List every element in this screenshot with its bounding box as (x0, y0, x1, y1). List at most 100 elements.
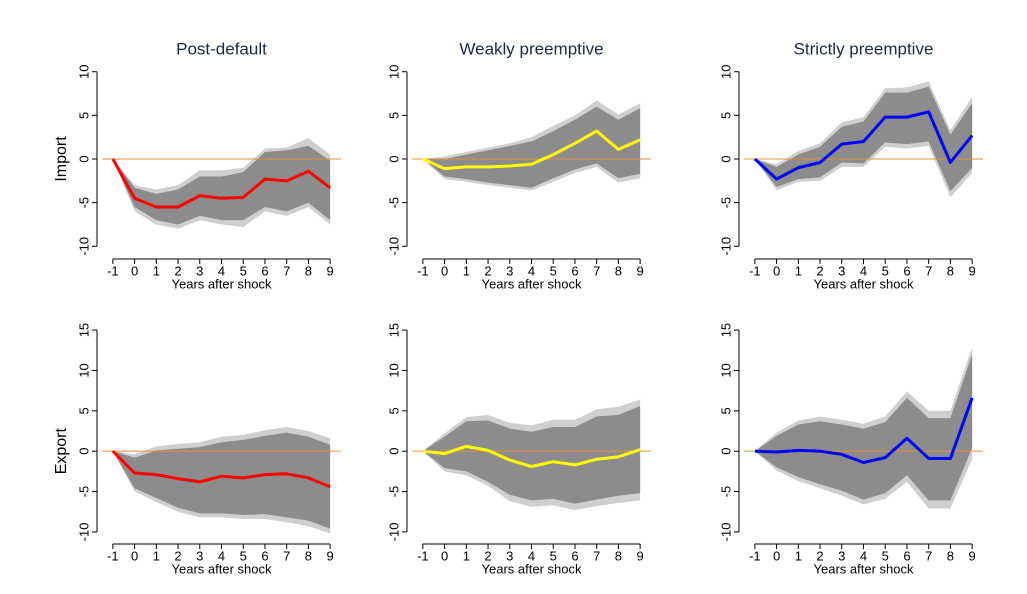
x-tick-label: 5 (550, 548, 557, 563)
x-tick-label: 5 (882, 263, 889, 278)
x-tick-label: 9 (637, 263, 644, 278)
x-tick-label: 6 (261, 548, 268, 563)
y-tick-label: 0 (386, 155, 401, 162)
y-tick-label: -10 (76, 237, 91, 256)
x-tick-label: 4 (860, 548, 867, 563)
x-tick-label: -1 (417, 263, 429, 278)
x-tick-label: 5 (240, 263, 247, 278)
y-tick-label: 10 (718, 64, 733, 78)
y-tick-label: 0 (718, 155, 733, 162)
y-tick-label: 5 (386, 407, 401, 414)
x-tick-label: 7 (925, 263, 932, 278)
x-tick-label: 1 (795, 548, 802, 563)
x-tick-label: 3 (838, 263, 845, 278)
x-tick-label: 5 (882, 548, 889, 563)
line-series (754, 397, 974, 464)
y-tick-label: 15 (718, 323, 733, 337)
x-tick-label: 7 (593, 263, 600, 278)
x-tick-label: -1 (107, 263, 119, 278)
line-series (422, 444, 641, 469)
x-tick-label: 9 (327, 548, 334, 563)
x-tick-label: 6 (571, 548, 578, 563)
x-tick-label: -1 (417, 548, 429, 563)
x-axis-label: Years after shock (482, 561, 582, 576)
x-tick-label: 3 (196, 263, 203, 278)
line-series (111, 450, 331, 489)
x-axis-label: Years after shock (814, 561, 914, 576)
x-tick-label: 4 (860, 263, 867, 278)
x-tick-label: 3 (838, 548, 845, 563)
y-tick-label: 0 (76, 155, 91, 162)
y-tick-label: -10 (76, 523, 91, 542)
x-tick-label: 6 (571, 263, 578, 278)
y-tick-label: -10 (718, 237, 733, 256)
y-tick-label: -5 (718, 197, 733, 209)
confidence-band (422, 405, 641, 504)
y-tick-label: 10 (386, 363, 401, 377)
x-tick-label: 8 (305, 548, 312, 563)
y-tick-label: 15 (76, 323, 91, 337)
x-tick-label: 2 (816, 548, 823, 563)
x-tick-label: 3 (506, 548, 513, 563)
x-tick-label: 2 (816, 263, 823, 278)
y-tick-label: 5 (76, 407, 91, 414)
x-tick-label: 5 (550, 263, 557, 278)
x-tick-label: 0 (131, 548, 138, 563)
y-tick-label: 10 (718, 363, 733, 377)
confidence-band (422, 106, 641, 188)
y-tick-label: -5 (386, 486, 401, 498)
x-tick-label: 6 (903, 548, 910, 563)
y-axis-label: Export (53, 428, 70, 475)
confidence-band (754, 354, 973, 501)
x-tick-label: 2 (174, 263, 181, 278)
y-tick-label: 0 (718, 448, 733, 455)
x-tick-label: 4 (528, 263, 535, 278)
x-axis-label: Years after shock (482, 276, 582, 291)
x-tick-label: 4 (218, 548, 225, 563)
x-tick-label: 0 (441, 548, 448, 563)
x-tick-label: 1 (463, 263, 470, 278)
y-tick-label: 0 (386, 448, 401, 455)
x-tick-label: 4 (528, 548, 535, 563)
panel-title: Weakly preemptive (459, 39, 603, 58)
y-tick-label: 5 (386, 112, 401, 119)
x-tick-label: 8 (305, 263, 312, 278)
x-axis-label: Years after shock (814, 276, 914, 291)
x-tick-label: -1 (107, 548, 119, 563)
x-tick-label: 3 (506, 263, 513, 278)
x-axis-label: Years after shock (172, 276, 272, 291)
x-tick-label: 2 (484, 263, 491, 278)
confidence-band (112, 145, 331, 225)
x-tick-label: 9 (327, 263, 334, 278)
x-tick-label: 0 (131, 263, 138, 278)
x-tick-label: 1 (795, 263, 802, 278)
y-tick-label: 15 (386, 323, 401, 337)
y-tick-label: -10 (386, 237, 401, 256)
line-series (753, 110, 974, 181)
x-tick-label: 1 (153, 548, 160, 563)
x-tick-label: 7 (283, 548, 290, 563)
x-tick-label: 7 (925, 548, 932, 563)
x-tick-label: 7 (283, 263, 290, 278)
x-tick-label: 8 (615, 548, 622, 563)
panel-title: Post-default (176, 39, 267, 58)
x-tick-label: 2 (174, 548, 181, 563)
y-tick-label: 0 (76, 448, 91, 455)
x-tick-label: 7 (593, 548, 600, 563)
x-tick-label: 9 (637, 548, 644, 563)
y-tick-label: 10 (76, 363, 91, 377)
x-axis-label: Years after shock (172, 561, 272, 576)
x-tick-label: 1 (153, 263, 160, 278)
x-tick-label: 6 (903, 263, 910, 278)
y-tick-label: 10 (76, 64, 91, 78)
x-tick-label: 8 (615, 263, 622, 278)
y-tick-label: 5 (718, 112, 733, 119)
y-tick-label: -5 (718, 486, 733, 498)
x-tick-label: 3 (196, 548, 203, 563)
y-tick-label: -5 (76, 486, 91, 498)
y-tick-label: -10 (386, 523, 401, 542)
y-tick-label: -10 (718, 523, 733, 542)
x-tick-label: 8 (947, 263, 954, 278)
line-series (422, 129, 641, 171)
